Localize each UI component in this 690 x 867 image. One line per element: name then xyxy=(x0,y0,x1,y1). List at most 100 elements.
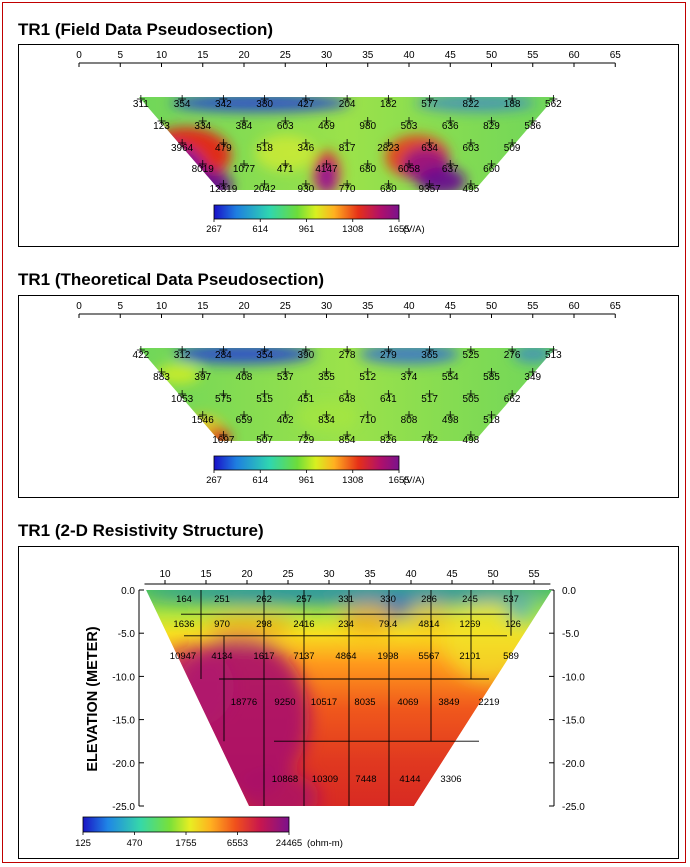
data-label: 636 xyxy=(442,121,459,132)
data-label: 279 xyxy=(380,350,397,361)
colorbar: 267 614 961 1308 1655(V/A) xyxy=(206,455,425,486)
y-axis-title: ELEVATION (METER) xyxy=(85,626,101,771)
resistivity-panel: ELEVATION (METER) 10 15 20 25 30 35 40 45 50 55 0.0… xyxy=(18,546,679,859)
data-label: 6058 xyxy=(398,164,421,175)
data-label: 980 xyxy=(359,121,376,132)
data-label: 380 xyxy=(256,99,273,110)
data-label: 182 xyxy=(380,99,397,110)
colorbar: 267 614 961 1308 1655(V/A) xyxy=(206,204,425,235)
x-tick-label: 25 xyxy=(282,569,294,580)
x-tick-label: 20 xyxy=(238,50,250,61)
data-label: 513 xyxy=(545,350,562,361)
data-label: 822 xyxy=(463,99,480,110)
data-label: 330 xyxy=(380,594,396,605)
data-label: 4147 xyxy=(315,164,338,175)
x-axis: 10 15 20 25 30 35 40 45 50 55 xyxy=(144,569,551,585)
data-label: 402 xyxy=(277,415,294,426)
data-label: 512 xyxy=(359,372,376,383)
data-label: 575 xyxy=(215,394,232,405)
data-label: 7137 xyxy=(293,651,314,662)
y-axis-left: 0.0 -5.0 -10.0 -15.0 -20.0 -25.0 xyxy=(112,586,144,813)
colorbar-ramp xyxy=(213,455,400,471)
color-blob xyxy=(174,348,314,364)
data-label: 525 xyxy=(463,350,480,361)
x-tick-label: 40 xyxy=(403,50,415,61)
data-label: 9250 xyxy=(274,697,295,708)
data-label: 1998 xyxy=(377,651,398,662)
color-blob xyxy=(239,772,319,806)
colorbar-tick-label: 1308 xyxy=(342,224,363,235)
x-tick-label: 50 xyxy=(486,301,498,312)
data-label: 498 xyxy=(442,415,459,426)
data-label: 537 xyxy=(503,594,519,605)
data-label: 834 xyxy=(318,415,335,426)
data-label: 634 xyxy=(421,143,438,154)
chart-title-resistivity: TR1 (2-D Resistivity Structure) xyxy=(18,521,264,540)
data-label: 5567 xyxy=(418,651,439,662)
x-tick-label: 55 xyxy=(527,301,539,312)
data-label: 1077 xyxy=(233,164,256,175)
colorbar-tick-label: 961 xyxy=(299,475,315,486)
x-tick-label: 50 xyxy=(486,50,498,61)
data-label: 562 xyxy=(545,99,562,110)
x-axis: 0 5 10 15 20 25 30 35 40 45 50 55 60 65 xyxy=(76,50,621,67)
data-label: 883 xyxy=(153,372,170,383)
data-label: 517 xyxy=(421,394,438,405)
data-label: 505 xyxy=(463,394,480,405)
data-label: 355 xyxy=(318,372,335,383)
data-label: 8019 xyxy=(192,164,215,175)
data-label: 334 xyxy=(194,121,211,132)
data-label: 495 xyxy=(463,184,480,195)
x-tick-label: 55 xyxy=(528,569,540,580)
data-label: 422 xyxy=(133,350,150,361)
data-label: 603 xyxy=(463,143,480,154)
colorbar-tick-label: 267 xyxy=(206,475,222,486)
data-labels: 422 312 284 354 390 278 279 365 525 276 513 883 397 4… xyxy=(133,346,562,446)
x-tick-label: 40 xyxy=(403,301,415,312)
data-label: 1617 xyxy=(253,651,274,662)
resistivity-section-svg: ELEVATION (METER) 10 15 20 25 30 35 40 45 50 55 0.0… xyxy=(75,569,585,849)
x-tick-label: 10 xyxy=(156,50,168,61)
x-tick-label: 15 xyxy=(197,301,209,312)
data-label: 503 xyxy=(401,121,418,132)
data-label: 4144 xyxy=(399,774,420,785)
data-label: 829 xyxy=(483,121,500,132)
data-label: 817 xyxy=(339,143,356,154)
data-label: 710 xyxy=(359,415,376,426)
x-tick-label: 35 xyxy=(362,301,374,312)
data-label: 826 xyxy=(380,435,397,446)
data-label: 3849 xyxy=(438,697,459,708)
x-tick-label: 0 xyxy=(76,301,82,312)
colorbar: 125 470 1755 6553 24465 (ohm-m) xyxy=(75,816,343,849)
data-label: 930 xyxy=(298,184,315,195)
data-label: 384 xyxy=(236,121,253,132)
data-label: 498 xyxy=(463,435,480,446)
data-label: 10947 xyxy=(170,651,196,662)
data-label: 286 xyxy=(421,594,437,605)
data-label: 7448 xyxy=(355,774,376,785)
x-tick-label: 25 xyxy=(280,301,292,312)
data-label: 18776 xyxy=(231,697,257,708)
y-tick-label: -10.0 xyxy=(112,672,135,683)
colorbar-unit: (ohm-m) xyxy=(307,838,343,849)
data-label: 469 xyxy=(318,121,335,132)
colorbar-tick-label: 24465 xyxy=(276,838,302,849)
color-blob xyxy=(385,603,413,615)
data-label: 354 xyxy=(174,99,191,110)
data-label: 1546 xyxy=(192,415,215,426)
data-label: 8035 xyxy=(354,697,375,708)
y-tick-label: 0.0 xyxy=(121,586,135,597)
y-tick-label: -15.0 xyxy=(112,716,135,727)
colorbar-tick-label: 1755 xyxy=(175,838,196,849)
color-blob xyxy=(255,135,316,171)
y-tick-label: -25.0 xyxy=(562,802,585,813)
chart-title-field: TR1 (Field Data Pseudosection) xyxy=(18,20,274,39)
x-tick-label: 30 xyxy=(321,50,333,61)
data-label: 10517 xyxy=(311,697,337,708)
data-label: 451 xyxy=(298,394,315,405)
y-tick-label: -15.0 xyxy=(562,716,585,727)
data-label: 262 xyxy=(256,594,272,605)
color-blob xyxy=(359,348,459,364)
data-label: 12319 xyxy=(209,184,237,195)
